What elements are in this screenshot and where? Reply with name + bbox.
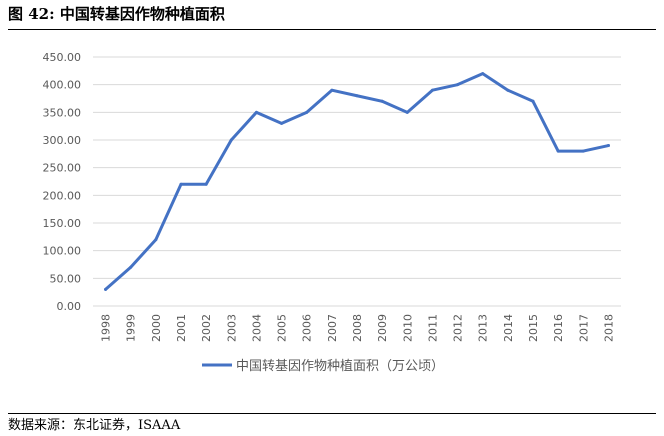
x-tick-label: 2008 [351,314,364,342]
x-tick-label: 2016 [552,314,565,342]
legend-label: 中国转基因作物种植面积（万公顷） [236,359,444,374]
x-tick-label: 2009 [376,314,389,342]
data-point [204,182,208,186]
series-layer [104,72,610,291]
x-axis-ticks: 1998 1999 2000 2001 2002 2003 2004 2005 2006 2007… [100,314,616,342]
data-point [380,99,384,103]
x-tick-label: 2017 [577,314,590,342]
x-tick-label: 1998 [100,314,113,342]
data-point [280,121,284,125]
y-tick-label: 50.00 [50,272,82,285]
x-tick-label: 2007 [326,314,339,342]
x-tick-label: 2005 [276,314,289,342]
data-point [104,287,108,291]
data-point [506,88,510,92]
x-tick-label: 2010 [401,314,414,342]
y-tick-label: 400.00 [43,79,82,92]
y-tick-label: 350.00 [43,106,82,119]
x-tick-label: 2013 [477,314,490,342]
gridlines [93,56,621,307]
data-point [355,94,359,98]
data-point [581,149,585,153]
x-tick-label: 2018 [602,314,615,342]
y-tick-label: 200.00 [43,189,82,202]
data-point [405,110,409,114]
data-point [430,88,434,92]
x-tick-label: 1999 [125,314,138,342]
x-tick-label: 2003 [225,314,238,342]
x-tick-label: 2012 [452,314,465,342]
y-axis-ticks: 0.00 50.00 100.00 150.00 200.00 250.00 300.00 3… [43,51,82,313]
data-point [254,110,258,114]
x-tick-label: 2001 [175,314,188,342]
y-tick-label: 0.00 [57,300,82,313]
x-tick-label: 2015 [527,314,540,342]
data-point [481,72,485,76]
x-tick-label: 2011 [426,314,439,342]
data-point [305,110,309,114]
x-tick-label: 2006 [301,314,314,342]
x-tick-label: 2000 [150,314,163,342]
data-point [606,144,610,148]
data-point [456,83,460,87]
legend: 中国转基因作物种植面积（万公顷） [202,359,444,374]
data-point [556,149,560,153]
title-rule [8,29,656,30]
data-point [330,88,334,92]
y-tick-label: 300.00 [43,134,82,147]
y-tick-label: 100.00 [43,245,82,258]
source-rule [8,413,656,414]
figure-title: 图 42: 中国转基因作物种植面积 [8,5,225,23]
source-note: 数据来源：东北证券，ISAAA [8,418,181,433]
series-line [104,72,610,291]
y-tick-label: 250.00 [43,162,82,175]
data-point [129,265,133,269]
x-tick-label: 2002 [200,314,213,342]
data-point [154,238,158,242]
data-point [229,138,233,142]
data-point [179,182,183,186]
y-tick-label: 150.00 [43,217,82,230]
y-tick-label: 450.00 [43,51,82,64]
x-tick-label: 2004 [250,314,263,342]
data-point [531,99,535,103]
x-tick-label: 2014 [502,314,515,342]
